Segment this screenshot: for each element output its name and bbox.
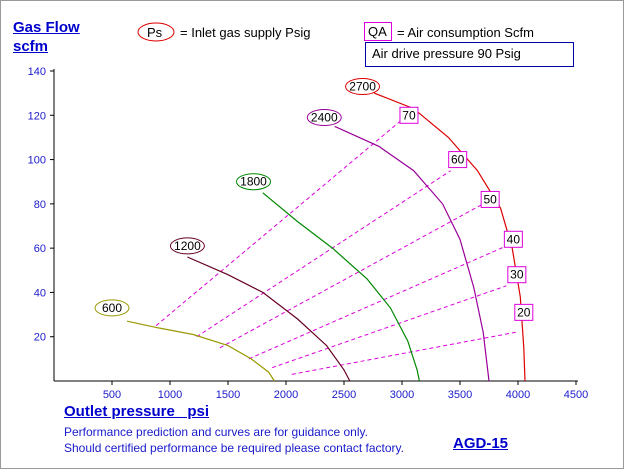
air-consumption-marker — [448, 151, 468, 169]
x-tick-label: 3000 — [390, 389, 414, 401]
note-line-1: Performance prediction and curves are fo… — [64, 425, 368, 439]
y-axis-label-line1: Gas Flow — [13, 19, 80, 36]
gas-flow-curve — [373, 92, 526, 382]
inlet-pressure-marker — [306, 109, 342, 126]
air-consumption-line — [271, 285, 507, 369]
air-consumption-marker — [480, 190, 500, 208]
gas-flow-curve — [126, 320, 275, 382]
x-tick-label: 3500 — [448, 389, 472, 401]
y-axis-label-line2: scfm — [13, 38, 49, 55]
air-consumption-label: 20 — [517, 305, 531, 319]
air-consumption-label: 60 — [451, 153, 465, 167]
gas-flow-curve — [334, 125, 490, 382]
inlet-pressure-label: 600 — [102, 301, 122, 315]
air-consumption-label: 70 — [402, 108, 416, 122]
x-tick-label: 1500 — [216, 389, 240, 401]
x-axis-label: Outlet pressure psi — [64, 403, 210, 420]
air-consumption-label: 30 — [510, 268, 524, 282]
air-consumption-line — [219, 203, 484, 349]
y-tick-label: 20 — [34, 332, 46, 344]
inlet-pressure-label: 1800 — [240, 175, 267, 189]
air-consumption-line — [196, 170, 451, 338]
x-tick-label: 4500 — [564, 389, 588, 401]
gas-flow-curve — [187, 256, 351, 382]
inlet-pressure-label: 1200 — [174, 239, 201, 253]
inlet-pressure-marker — [169, 237, 205, 255]
air-consumption-marker — [503, 230, 523, 248]
air-drive-pressure-text: Air drive pressure 90 Psig — [372, 46, 521, 61]
y-tick-label: 140 — [28, 66, 46, 78]
y-tick-label: 100 — [28, 155, 46, 167]
qa-description: = Air consumption Scfm — [397, 25, 534, 40]
x-tick-label: 1000 — [158, 389, 182, 401]
y-tick-label: 60 — [34, 243, 46, 255]
x-tick-label: 2500 — [332, 389, 356, 401]
air-consumption-label: 50 — [483, 192, 497, 206]
inlet-pressure-marker — [94, 299, 130, 317]
y-tick-label: 40 — [34, 287, 46, 299]
x-tick-label: 2000 — [274, 389, 298, 401]
inlet-pressure-label: 2400 — [311, 111, 338, 125]
inlet-pressure-label: 2700 — [349, 80, 376, 94]
y-tick-label: 80 — [34, 199, 46, 211]
x-tick-label: 500 — [103, 389, 121, 401]
air-consumption-line — [155, 119, 403, 327]
qa-box-icon — [364, 22, 392, 41]
air-consumption-label: 40 — [507, 232, 521, 246]
gas-flow-curve — [262, 192, 420, 382]
air-consumption-marker — [507, 266, 527, 284]
inlet-pressure-marker — [345, 78, 381, 95]
air-drive-pressure-box: Air drive pressure 90 Psig — [365, 42, 574, 67]
ps-symbol: Ps — [147, 25, 163, 40]
note-line-2: Should certified performance be required… — [64, 441, 404, 455]
model-label: AGD-15 — [453, 435, 509, 452]
y-tick-label: 120 — [28, 110, 46, 122]
ps-description: = Inlet gas supply Psig — [180, 25, 311, 40]
air-consumption-marker — [514, 303, 534, 321]
ps-ellipse-icon — [137, 22, 175, 42]
air-consumption-line — [291, 331, 516, 375]
qa-symbol: QA — [368, 24, 387, 39]
air-consumption-line — [248, 245, 507, 360]
x-tick-label: 4000 — [506, 389, 530, 401]
air-consumption-marker — [399, 106, 419, 124]
inlet-pressure-marker — [236, 173, 272, 191]
